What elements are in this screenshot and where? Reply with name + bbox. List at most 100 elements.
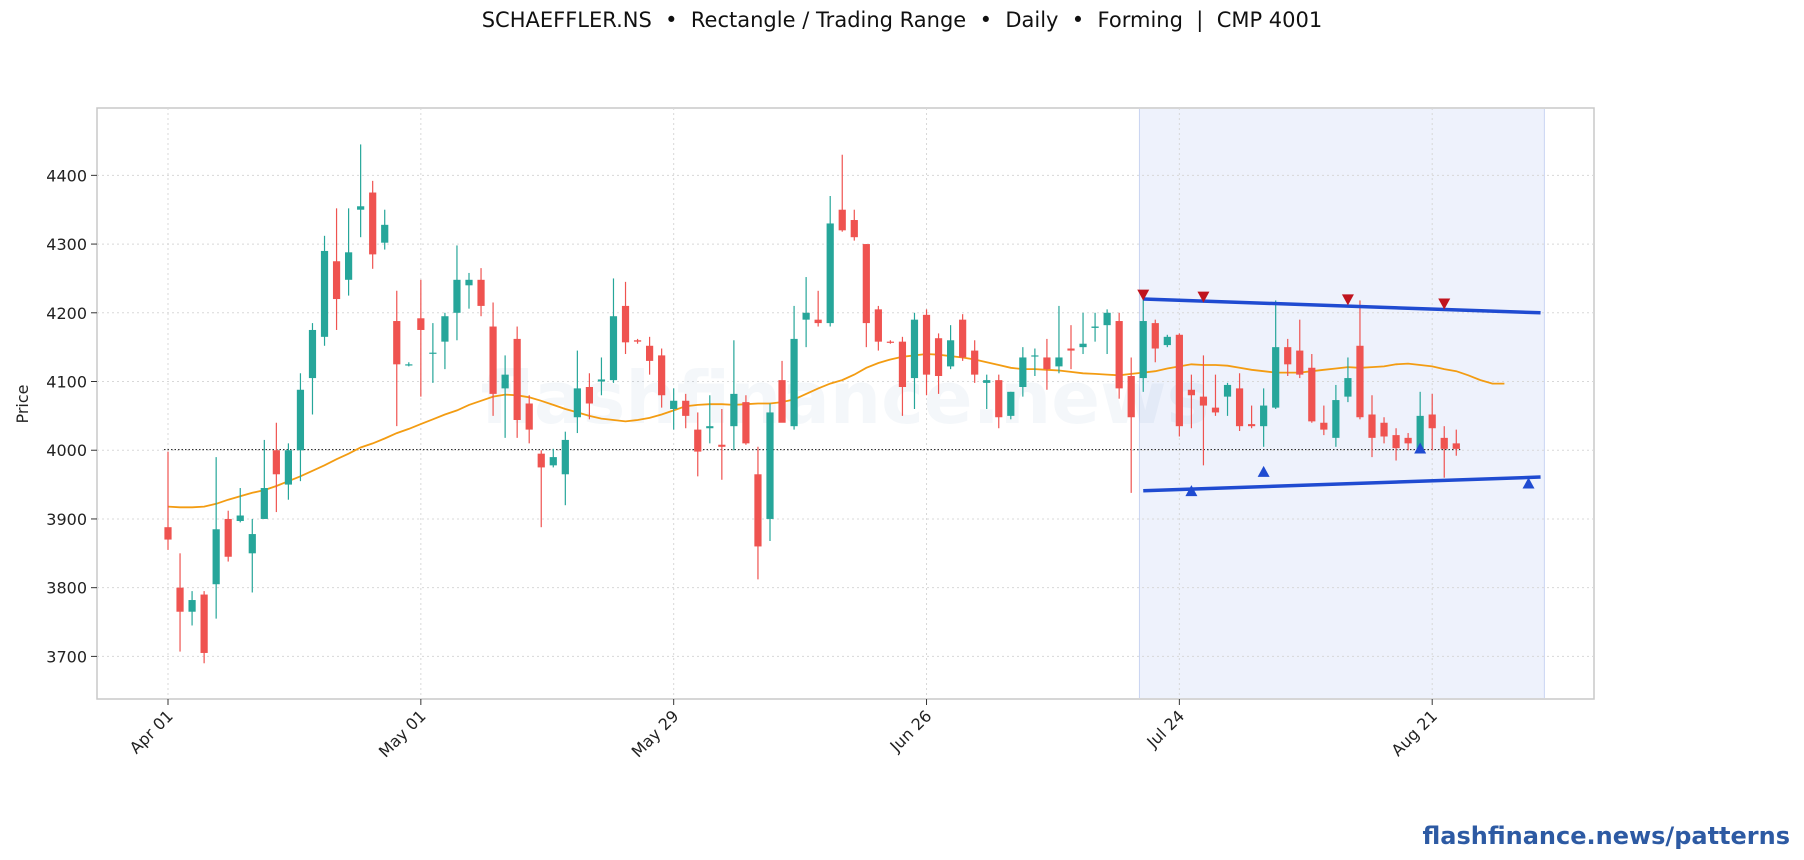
candle-body (176, 587, 184, 612)
candle-down (1248, 405, 1256, 429)
candle-body (1151, 323, 1159, 349)
candle-up (730, 340, 738, 451)
candle-up (910, 312, 919, 409)
candle-body (1452, 443, 1460, 449)
candle-body (910, 319, 919, 379)
candle-body (549, 457, 557, 466)
candle-up (1332, 384, 1340, 447)
candle-body (609, 316, 618, 381)
candle-down (1211, 374, 1220, 416)
candle-body (212, 529, 220, 585)
candle-body (597, 379, 606, 382)
candle-body (1308, 367, 1316, 422)
candle-up (357, 144, 365, 238)
candle-up (983, 374, 991, 409)
candle-body (862, 244, 870, 324)
candle-body (742, 402, 750, 444)
candle-body (272, 450, 280, 475)
candle-down (778, 360, 786, 423)
candle-body (646, 345, 654, 361)
candle-up (790, 305, 798, 430)
candle-body (621, 305, 630, 343)
candle-body (995, 380, 1003, 418)
y-tick-label: 3900 (46, 510, 87, 529)
y-tick-label: 4400 (46, 166, 87, 185)
candle-down (1320, 405, 1328, 436)
candle-body (1175, 334, 1183, 427)
candle-up (597, 357, 606, 396)
candle-body (357, 206, 365, 210)
candle-down (393, 290, 401, 427)
candle-body (1368, 414, 1376, 438)
candle-down (537, 450, 545, 528)
candle-up (260, 439, 268, 519)
candle-up (1260, 388, 1268, 447)
candle-up (236, 488, 244, 523)
candle-down (862, 244, 870, 348)
candle-body (1079, 343, 1087, 348)
candle-down (1356, 300, 1364, 420)
candle-body (1223, 384, 1232, 397)
candle-down (369, 180, 377, 269)
candle-body (670, 400, 678, 409)
candle-down (176, 553, 184, 652)
candle-down (477, 268, 485, 317)
candle-body (561, 439, 569, 475)
candle-down (1175, 333, 1183, 437)
candle-down (1452, 429, 1460, 456)
candle-up (1163, 334, 1171, 348)
candle-down (489, 302, 497, 416)
x-tick-label: May 01 (375, 706, 430, 761)
candle-body (971, 350, 979, 375)
trough-marker (1257, 465, 1270, 477)
candle-down (1284, 338, 1292, 377)
candle-down (272, 422, 280, 513)
y-tick-label: 3700 (46, 647, 87, 666)
candle-body (898, 341, 907, 388)
candle-down (874, 305, 882, 351)
candle-up (802, 277, 810, 348)
moving-average-line (167, 353, 1505, 509)
candle-body (922, 314, 931, 375)
candle-down (814, 290, 822, 327)
candle-body (1404, 437, 1412, 444)
candle-up (1019, 347, 1027, 397)
candle-up (573, 350, 581, 434)
footer-link[interactable]: flashfinance.news/patterns (1422, 822, 1790, 850)
candle-body (766, 412, 774, 519)
candle-down (332, 208, 341, 330)
candle-up (1091, 312, 1099, 342)
candle-body (718, 444, 726, 447)
candle-body (802, 312, 810, 320)
candle-body (1163, 336, 1171, 346)
candle-body (1344, 378, 1352, 397)
candle-down (585, 373, 593, 420)
candle-up (212, 457, 220, 619)
candle-body (1296, 350, 1304, 375)
candle-down (1296, 319, 1304, 379)
candle-body (633, 340, 642, 342)
candle-up (308, 323, 317, 415)
candle-down (1199, 355, 1208, 466)
candle-body (429, 352, 437, 354)
candle-body (1055, 357, 1063, 367)
candle-body (959, 319, 967, 358)
trough-marker (1185, 485, 1198, 497)
candle-up (609, 278, 618, 383)
candle-body (296, 389, 305, 451)
candle-down (922, 309, 931, 396)
candle-body (1103, 312, 1111, 326)
candle-body (393, 321, 401, 365)
candle-down (621, 281, 630, 355)
candle-up (501, 355, 509, 438)
candle-body (1392, 435, 1400, 449)
candle-up (766, 403, 774, 541)
support-line (1143, 475, 1541, 493)
x-tick-label: Apr 01 (126, 706, 177, 757)
candle-down (200, 591, 208, 664)
candle-body (1211, 407, 1220, 413)
candle-up (320, 235, 329, 346)
candle-up (1139, 297, 1147, 392)
candle-up (345, 208, 353, 296)
candle-body (537, 453, 545, 468)
